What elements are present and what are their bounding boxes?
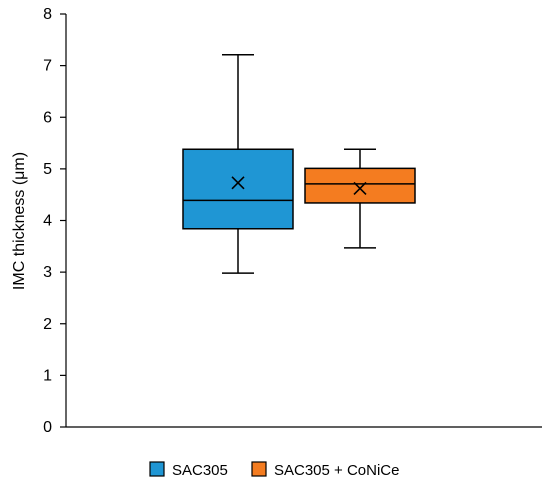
legend-swatch	[251, 461, 267, 477]
box-2	[304, 148, 416, 249]
y-tick-label: 5	[43, 161, 52, 178]
y-tick-label: 4	[43, 213, 52, 230]
y-tick-label: 7	[43, 58, 52, 75]
y-tick-label: 1	[43, 367, 52, 384]
box-series	[182, 54, 416, 274]
box-1	[182, 54, 294, 274]
y-tick-label: 6	[43, 109, 52, 126]
y-tick-label: 8	[43, 6, 52, 23]
mean-marker-stroke	[231, 176, 245, 190]
y-axis-title: IMC thickness (μm)	[11, 152, 28, 290]
y-tick-label: 0	[43, 419, 52, 436]
legend-item-2: SAC305 + CoNiCe	[251, 461, 399, 479]
iqr-box	[182, 148, 294, 230]
y-axis-ticks: 0 1 2 3 4 5 6 7 8	[43, 6, 66, 436]
mean-marker	[231, 176, 245, 190]
mean-marker-stroke	[353, 181, 367, 196]
iqr-box	[304, 167, 416, 204]
mean-marker	[353, 181, 367, 196]
legend-label: SAC305	[172, 462, 228, 479]
legend-swatch	[149, 461, 165, 477]
legend-label: SAC305 + CoNiCe	[274, 462, 399, 479]
y-tick-label: 3	[43, 264, 52, 281]
legend: SAC305 SAC305 + CoNiCe	[149, 461, 399, 479]
y-tick-label: 2	[43, 316, 52, 333]
legend-item-1: SAC305	[149, 461, 228, 479]
axes	[65, 14, 542, 428]
